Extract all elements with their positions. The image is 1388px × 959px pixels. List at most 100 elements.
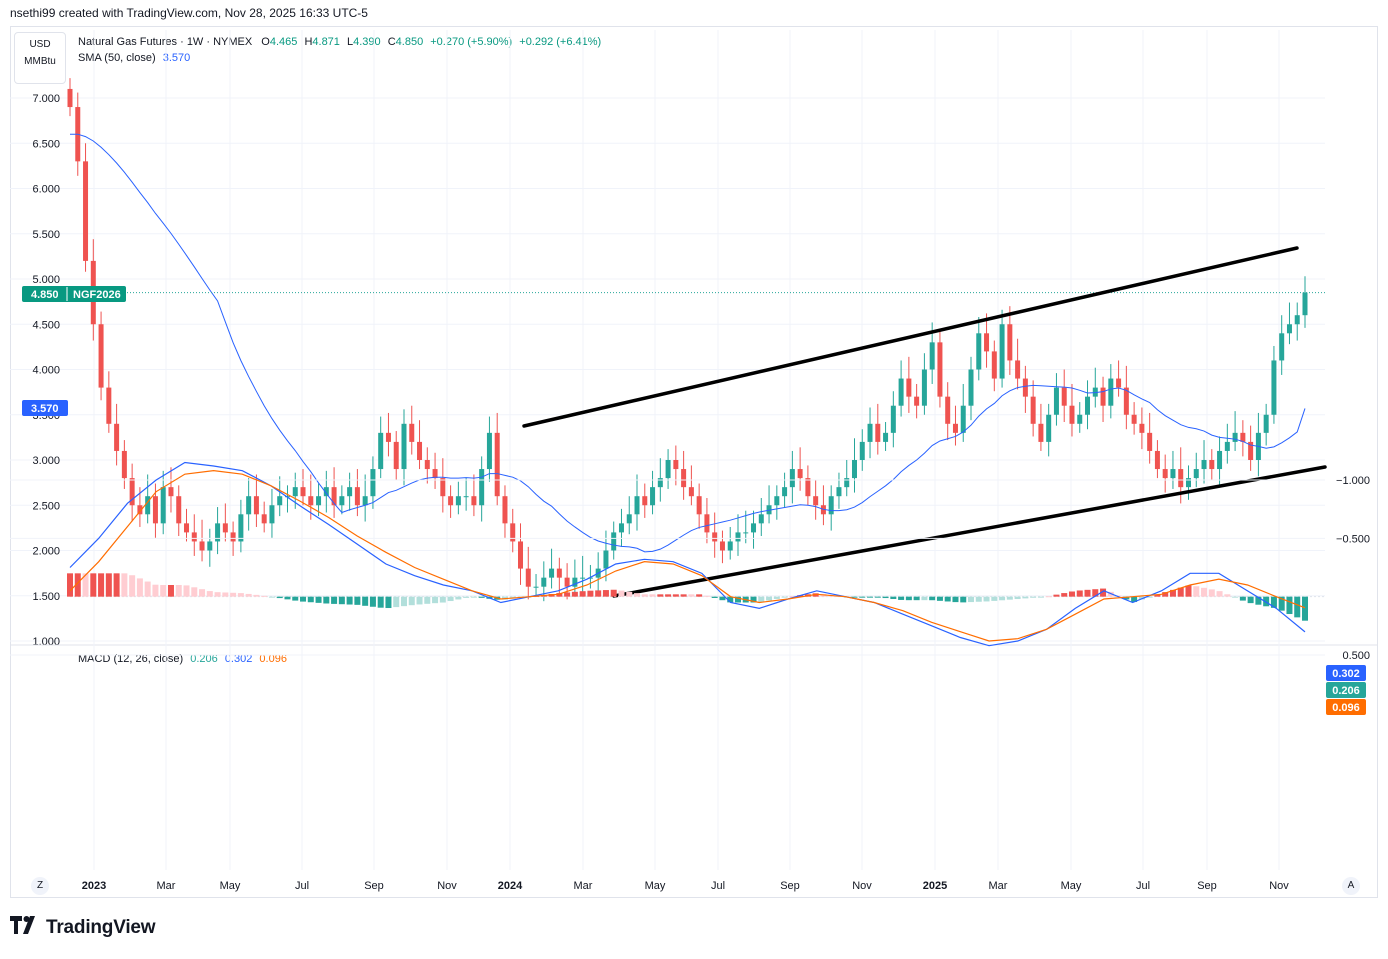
macd-hist-bar: [377, 596, 384, 608]
candle-body: [106, 387, 112, 424]
close-label: C: [387, 36, 396, 48]
candle-body: [502, 496, 508, 524]
macd-hist-bar: [136, 578, 143, 597]
macd-hist-bar: [191, 587, 198, 597]
macd-hist-bar: [773, 596, 780, 599]
macd-hist-bar: [921, 596, 928, 601]
macd-hist-bar: [1084, 589, 1091, 597]
macd-tag-hist: 0.206: [1326, 682, 1366, 698]
macd-hist-bar: [90, 573, 97, 597]
price-tick-label: 4.500: [32, 319, 60, 331]
candle-body: [914, 396, 920, 406]
candle-body: [292, 487, 298, 497]
macd-hist-bar: [634, 593, 641, 597]
macd-hist-bar: [1177, 587, 1184, 597]
candle-body: [859, 441, 865, 460]
candle-body: [906, 378, 912, 397]
candle-body: [339, 496, 345, 506]
candle-body: [1286, 324, 1292, 334]
change-value: +0.270 (+5.90%): [430, 36, 513, 48]
macd-hist-bar: [859, 596, 866, 598]
candles: [67, 78, 1308, 602]
candle-body: [1240, 432, 1246, 442]
price-tick-label: 3.000: [32, 455, 60, 467]
candle-body: [1069, 405, 1075, 424]
macd-hist-bar: [67, 573, 73, 597]
macd-hist-bar: [214, 592, 221, 597]
macd-legend: MACD (12, 26, close) 0.206 0.302 0.096: [78, 653, 287, 665]
candle-body: [603, 550, 609, 569]
macd-hist-bar: [734, 596, 741, 603]
candle-body: [1108, 378, 1114, 406]
change-value-2: +0.292 (+6.41%): [519, 36, 602, 48]
candle-body: [1185, 478, 1191, 488]
macd-hist-bar: [447, 596, 454, 602]
candle-body: [67, 88, 73, 108]
macd-hist-bar: [610, 589, 617, 597]
candle-body: [308, 496, 314, 506]
candle-body: [642, 496, 648, 506]
macd-hist-bar: [1068, 591, 1075, 597]
macd-histogram: [67, 573, 1308, 621]
candle-body: [618, 523, 624, 533]
macd-hist-bar: [952, 596, 959, 603]
macd-hist-bar: [1216, 591, 1223, 597]
candle-body: [626, 514, 632, 524]
macd-hist-bar: [400, 596, 407, 607]
macd-hist-bar: [719, 596, 726, 601]
macd-hist-bar: [975, 596, 982, 602]
macd-hist-bar: [478, 596, 485, 598]
macd-hist-bar: [362, 596, 369, 606]
high-value: 4.871: [312, 36, 340, 48]
macd-hist-bar: [160, 585, 167, 597]
macd-hist-bar: [284, 596, 291, 600]
candle-body: [696, 496, 702, 515]
x-tick-label: Jul: [1136, 880, 1150, 892]
candle-body: [152, 496, 158, 524]
unit-selector[interactable]: USD MMBtu: [14, 32, 66, 84]
macd-tick-label: −1.000: [1336, 475, 1370, 487]
zoom-button[interactable]: Z: [31, 877, 49, 895]
x-tick-label: 2023: [82, 880, 106, 892]
macd-hist-bar: [1053, 594, 1060, 597]
macd-hist-bar: [595, 590, 602, 597]
candle-body: [1131, 414, 1137, 424]
macd-hist-bar: [696, 594, 703, 597]
macd-hist-bar: [346, 596, 353, 605]
candle-body: [440, 478, 446, 497]
candle-body: [1116, 378, 1122, 388]
macd-hist-bar: [199, 589, 206, 597]
macd-hist-bar: [424, 596, 431, 604]
candle-body: [580, 577, 586, 579]
lower-trendline: [612, 465, 1327, 598]
symbol-name[interactable]: Natural Gas Futures · 1W · NYMEX: [78, 36, 253, 48]
price-tag-bg: [22, 286, 126, 302]
candle-body: [471, 496, 477, 506]
macd-pane: 0.500 −0.500 −1.000 0.302 0.206 0.096: [10, 461, 1370, 715]
price-tag: 4.850 NGF2026: [22, 286, 126, 302]
sma-tag-bg: [22, 400, 68, 416]
x-tick-label: Nov: [1269, 880, 1289, 892]
candle-body: [525, 568, 531, 587]
candle-body: [572, 577, 578, 587]
macd-hist-bar: [245, 593, 252, 597]
x-tick-label: Mar: [989, 880, 1008, 892]
candle-body: [634, 496, 640, 515]
candle-body: [890, 405, 896, 433]
candle-body: [782, 487, 788, 497]
macd-label[interactable]: MACD (12, 26, close): [78, 653, 184, 665]
candle-body: [727, 541, 733, 551]
candle-body: [230, 532, 236, 542]
candle-body: [1217, 450, 1223, 470]
sma-label[interactable]: SMA (50, close): [78, 52, 156, 64]
macd-hist-bar: [1255, 596, 1262, 605]
open-label: O: [261, 36, 270, 48]
candle-body: [945, 396, 951, 424]
auto-scale-button[interactable]: A: [1342, 877, 1360, 895]
candle-body: [836, 487, 842, 497]
x-tick-label: Mar: [157, 880, 176, 892]
x-tick-label: Nov: [437, 880, 457, 892]
candle-body: [277, 496, 283, 506]
macd-hist-bar: [105, 573, 112, 597]
